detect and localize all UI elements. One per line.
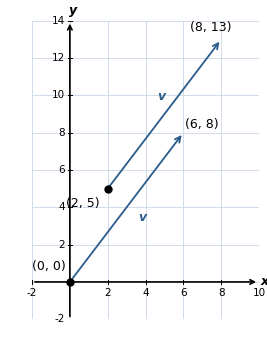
Text: 10: 10 [52, 91, 65, 100]
Text: (8, 13): (8, 13) [190, 21, 231, 34]
Text: 2: 2 [58, 240, 65, 249]
Text: (0, 0): (0, 0) [32, 260, 66, 273]
Text: 10: 10 [252, 288, 266, 298]
Text: v: v [157, 90, 165, 103]
Text: 2: 2 [104, 288, 111, 298]
Text: 6: 6 [58, 165, 65, 175]
Text: 4: 4 [142, 288, 149, 298]
Text: 8: 8 [218, 288, 225, 298]
Text: -2: -2 [27, 288, 37, 298]
Text: v: v [138, 211, 146, 224]
Text: x: x [261, 276, 267, 288]
Text: (2, 5): (2, 5) [66, 197, 100, 210]
Text: -2: -2 [55, 314, 65, 324]
Text: (6, 8): (6, 8) [185, 118, 219, 131]
Text: y: y [69, 4, 77, 17]
Text: 12: 12 [52, 53, 65, 63]
Text: 8: 8 [58, 128, 65, 138]
Text: 4: 4 [58, 202, 65, 212]
Text: 14: 14 [52, 16, 65, 26]
Text: 6: 6 [180, 288, 187, 298]
